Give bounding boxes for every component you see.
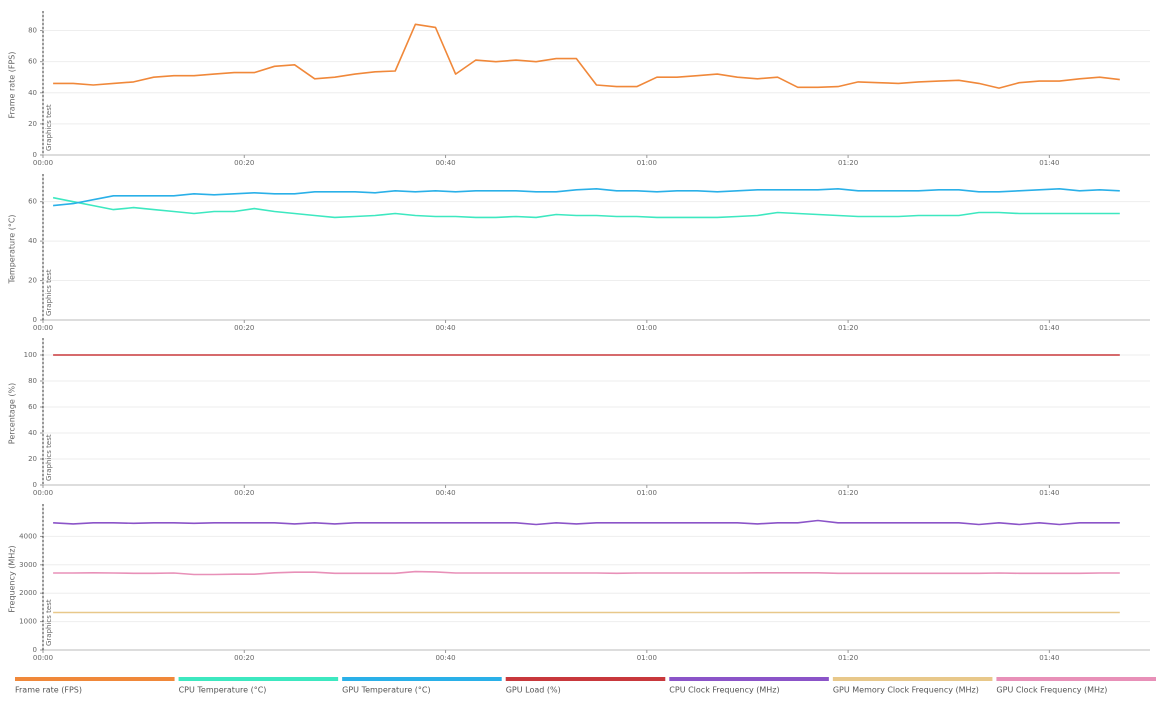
legend-label: CPU Clock Frequency (MHz) — [669, 686, 779, 695]
y-tick-label: 40 — [28, 429, 37, 437]
legend-swatch — [178, 677, 339, 681]
annotation: Graphics test — [45, 104, 53, 151]
y-tick-label: 60 — [28, 58, 37, 66]
x-tick-label: 01:00 — [637, 654, 657, 662]
x-tick-label: 00:40 — [435, 159, 455, 167]
legend-label: GPU Load (%) — [506, 686, 561, 695]
x-tick-label: 01:00 — [637, 489, 657, 497]
x-tick-label: 00:40 — [435, 654, 455, 662]
annotation: Graphics test — [45, 434, 53, 481]
y-tick-label: 80 — [28, 27, 37, 35]
legend-swatch — [669, 677, 829, 681]
x-tick-label: 00:00 — [33, 654, 53, 662]
series-line — [53, 188, 1120, 207]
y-axis-label: Temperature (°C) — [8, 214, 17, 284]
x-tick-label: 00:20 — [234, 324, 254, 332]
legend-swatch — [342, 677, 502, 681]
y-tick-label: 0 — [33, 646, 37, 654]
y-axis-label: Percentage (%) — [8, 383, 17, 444]
y-tick-label: 0 — [33, 151, 37, 159]
y-tick-label: 20 — [28, 455, 37, 463]
x-tick-label: 00:20 — [234, 159, 254, 167]
series-line — [53, 23, 1120, 89]
x-tick-label: 00:40 — [435, 324, 455, 332]
legend-label: Frame rate (FPS) — [15, 686, 82, 695]
y-tick-label: 40 — [28, 237, 37, 245]
x-tick-label: 00:00 — [33, 324, 53, 332]
x-tick-label: 00:40 — [435, 489, 455, 497]
y-tick-label: 0 — [33, 481, 37, 489]
y-tick-label: 60 — [28, 198, 37, 206]
x-tick-label: 00:00 — [33, 489, 53, 497]
legend-label: GPU Temperature (°C) — [342, 686, 430, 695]
legend-swatch — [15, 677, 175, 681]
x-tick-label: 01:40 — [1039, 654, 1059, 662]
annotation: Graphics test — [45, 599, 53, 646]
y-tick-label: 2000 — [19, 589, 37, 597]
x-tick-label: 01:20 — [838, 654, 858, 662]
y-tick-label: 60 — [28, 403, 37, 411]
x-tick-label: 01:00 — [637, 324, 657, 332]
y-tick-label: 20 — [28, 120, 37, 128]
series-line — [53, 570, 1120, 576]
annotation: Graphics test — [45, 269, 53, 316]
y-tick-label: 4000 — [19, 532, 37, 540]
x-tick-label: 01:40 — [1039, 324, 1059, 332]
x-tick-label: 01:20 — [838, 324, 858, 332]
legend-swatch — [505, 677, 666, 681]
y-tick-label: 0 — [33, 316, 37, 324]
y-tick-label: 40 — [28, 89, 37, 97]
series-line — [53, 519, 1120, 526]
y-tick-label: 80 — [28, 377, 37, 385]
y-tick-label: 3000 — [19, 561, 37, 569]
x-tick-label: 00:20 — [234, 654, 254, 662]
legend-swatch — [996, 677, 1156, 681]
x-tick-label: 01:00 — [637, 159, 657, 167]
legend-label: CPU Temperature (°C) — [179, 686, 267, 695]
y-tick-label: 100 — [24, 351, 37, 359]
y-tick-label: 20 — [28, 277, 37, 285]
x-tick-label: 00:00 — [33, 159, 53, 167]
y-axis-label: Frequency (MHz) — [8, 545, 17, 612]
x-tick-label: 00:20 — [234, 489, 254, 497]
y-tick-label: 1000 — [19, 618, 37, 626]
x-tick-label: 01:20 — [838, 159, 858, 167]
x-tick-label: 01:40 — [1039, 159, 1059, 167]
x-tick-label: 01:20 — [838, 489, 858, 497]
y-axis-label: Frame rate (FPS) — [8, 51, 17, 118]
legend-label: GPU Memory Clock Frequency (MHz) — [833, 686, 979, 695]
series-line — [52, 196, 1120, 219]
legend-label: GPU Clock Frequency (MHz) — [996, 686, 1107, 695]
x-tick-label: 01:40 — [1039, 489, 1059, 497]
legend-swatch — [832, 677, 993, 681]
